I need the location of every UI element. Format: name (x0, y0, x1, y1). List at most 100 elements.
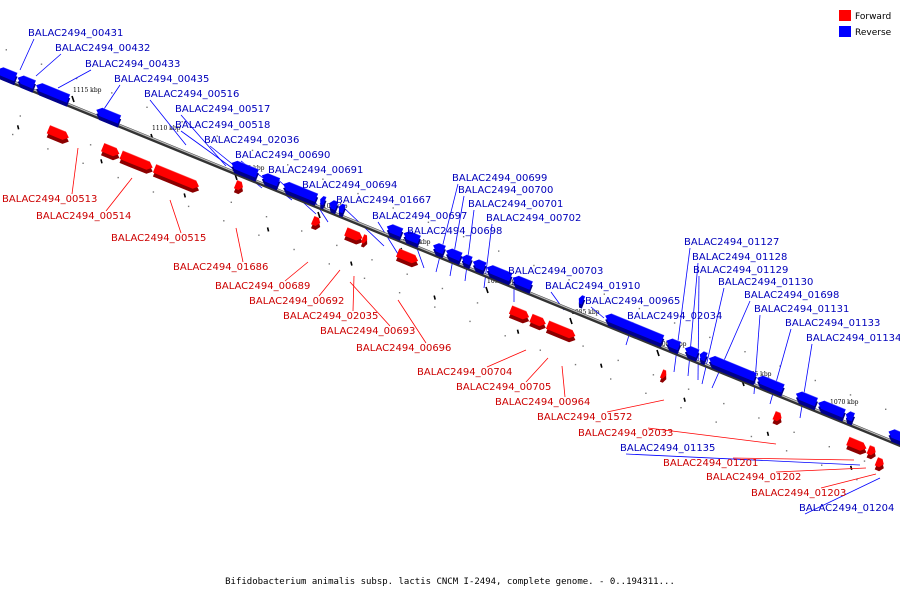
reverse-gene-label: BALAC2494_00697 (372, 211, 467, 222)
reverse-leader-line (35, 53, 62, 77)
reverse-gene-highlight (237, 160, 260, 170)
guide-dot (744, 351, 746, 353)
reverse-gene-label: BALAC2494_01698 (744, 290, 839, 301)
reverse-leader-line (57, 69, 92, 89)
reverse-gene-label: BALAC2494_00690 (235, 150, 330, 161)
guide-dot (5, 49, 7, 51)
forward-leader-line (235, 227, 244, 263)
forward-gene (344, 227, 363, 241)
forward-leader-line (561, 365, 566, 398)
forward-gene (311, 215, 321, 226)
reverse-leader-line (180, 114, 227, 167)
reverse-gene (684, 346, 700, 358)
reverse-gene (0, 67, 18, 82)
forward-leader-line (318, 269, 341, 297)
forward-leader-line (105, 177, 133, 212)
guide-dot (398, 292, 401, 294)
forward-gene-label: BALAC2494_00693 (320, 326, 415, 337)
guide-dot (293, 248, 295, 251)
guide-dot (856, 478, 858, 481)
guide-dot (645, 392, 647, 394)
reverse-gene-highlight (452, 248, 463, 254)
guide-dot (617, 359, 619, 362)
reverse-gene-label: BALAC2494_00702 (486, 213, 581, 224)
guide-dot (715, 421, 717, 423)
gene-labels: BALAC2494_00431 BALAC2494_00432 BALAC2494_… (2, 28, 900, 514)
scale-tick-label: 1070 kbp (830, 399, 859, 406)
reverse-gene-label: BALAC2494_00701 (468, 199, 563, 210)
minor-tick (600, 363, 603, 368)
forward-gene-label: BALAC2494_00513 (2, 194, 97, 205)
scale-tick (317, 211, 321, 219)
forward-gene-label: BALAC2494_02033 (578, 428, 673, 439)
guide-dot (19, 115, 21, 117)
guide-dot (223, 220, 225, 222)
reverse-gene-label: BALAC2494_00694 (302, 180, 397, 191)
guide-dot (533, 264, 535, 267)
forward-gene-label: BALAC2494_00692 (249, 296, 344, 307)
reverse-gene (320, 195, 327, 206)
forward-gene-label: BALAC2494_00689 (215, 281, 310, 292)
guide-dot (498, 250, 500, 252)
guide-dot (469, 320, 471, 323)
guide-dot (574, 363, 577, 366)
reverse-gene-highlight (611, 313, 665, 336)
forward-leader-line (820, 473, 877, 489)
guide-dot (673, 322, 676, 324)
reverse-gene-highlight (850, 410, 856, 414)
forward-gene-label: BALAC2494_01201 (663, 458, 758, 469)
reverse-gene-highlight (323, 195, 327, 198)
guide-dot (582, 345, 584, 347)
reverse-gene-label: BALAC2494_00516 (144, 89, 239, 100)
guide-dot (363, 277, 366, 279)
reverse-gene-highlight (102, 107, 122, 116)
guide-dot (849, 394, 852, 396)
forward-leader-line (71, 147, 79, 195)
minor-tick (100, 159, 103, 164)
scale-tick-label: 1085 kbp (571, 309, 600, 316)
forward-leader-line (732, 457, 855, 461)
forward-legend-swatch (839, 10, 851, 21)
reverse-gene-label: BALAC2494_00691 (268, 165, 363, 176)
forward-gene-highlight (122, 150, 150, 162)
forward-gene-label: BALAC2494_00964 (495, 397, 590, 408)
forward-leader-line (352, 275, 355, 312)
guide-dot (287, 164, 289, 166)
reverse-gene (446, 248, 463, 261)
scale-tick-label: 1110 kbp (152, 125, 181, 132)
reverse-gene-highlight (690, 345, 700, 350)
reverse-gene-label: BALAC2494_01135 (620, 443, 715, 454)
reverse-gene-highlight (715, 355, 758, 374)
forward-leader-line (606, 399, 665, 413)
reverse-gene-label: BALAC2494_00518 (175, 120, 270, 131)
minor-tick (266, 227, 270, 232)
minor-tick (683, 397, 686, 402)
reverse-gene-label: BALAC2494_00432 (55, 43, 150, 54)
guide-dot (251, 149, 254, 152)
reverse-gene-label: BALAC2494_01128 (692, 252, 787, 263)
forward-gene (846, 436, 867, 451)
forward-gene (772, 411, 782, 422)
reverse-gene-highlight (582, 294, 586, 297)
guide-dot (603, 293, 605, 295)
reverse-gene (512, 275, 533, 290)
reverse-gene (486, 265, 513, 282)
reverse-gene-highlight (672, 338, 682, 343)
forward-gene-label: BALAC2494_01203 (751, 488, 846, 499)
guide-dot (828, 446, 830, 448)
guide-dot (301, 230, 303, 232)
guide-dot (47, 148, 49, 150)
reverse-gene (338, 203, 346, 214)
reverse-legend-swatch (839, 26, 851, 37)
guide-dot (504, 335, 506, 337)
guide-dot (462, 236, 465, 238)
forward-gene (101, 143, 120, 157)
guide-dot (863, 460, 866, 462)
reverse-gene-label: BALAC2494_00435 (114, 74, 209, 85)
reverse-gene-highlight (824, 400, 846, 410)
reverse-gene-highlight (518, 275, 534, 282)
reverse-leader-line (149, 99, 187, 146)
reverse-gene (605, 313, 665, 344)
forward-gene-highlight (775, 410, 781, 414)
forward-gene-highlight (49, 124, 67, 132)
